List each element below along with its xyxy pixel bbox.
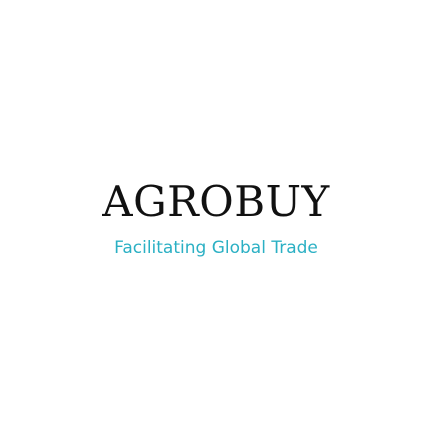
tagline: Facilitating Global Trade [114,238,318,258]
brand-name: AGROBUY [102,177,330,226]
